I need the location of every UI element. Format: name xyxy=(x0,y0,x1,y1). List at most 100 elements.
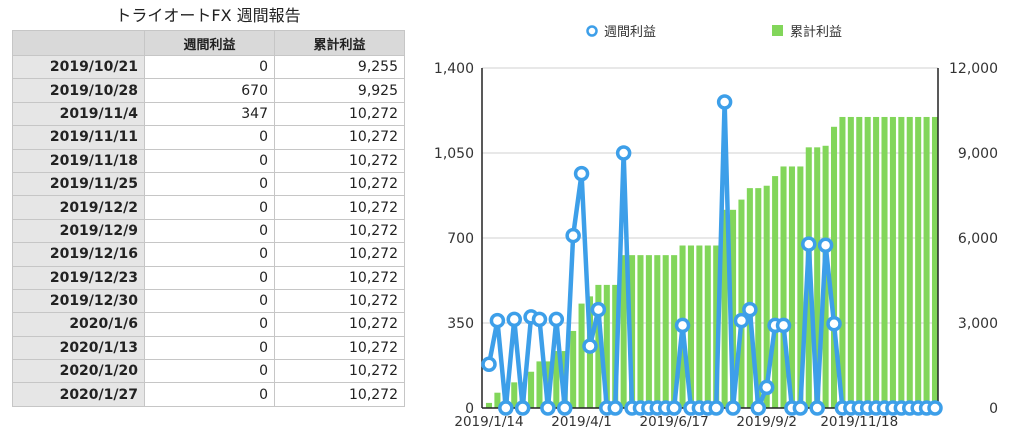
cell-weekly-profit: 347 xyxy=(144,101,275,127)
cumulative-bar xyxy=(923,116,930,409)
weekly-profit-point xyxy=(556,400,573,416)
cell-weekly-profit: 0 xyxy=(144,218,275,244)
cumulative-bar xyxy=(570,330,577,408)
cumulative-bar xyxy=(797,166,804,408)
cell-weekly-profit: 0 xyxy=(144,382,275,407)
x-axis-tick-label: 2019/11/18 xyxy=(820,414,898,430)
cumulative-bar xyxy=(629,255,636,408)
cumulative-bar xyxy=(721,209,728,408)
weekly-profit-point xyxy=(615,145,632,161)
cumulative-bar xyxy=(931,116,939,409)
row-date: 2019/10/28 xyxy=(12,78,145,103)
cumulative-bar xyxy=(839,116,846,409)
cumulative-bar xyxy=(772,176,779,408)
row-date: 2019/12/9 xyxy=(12,218,145,244)
cell-cumulative-profit: 10,272 xyxy=(274,218,405,244)
weekly-profit-point xyxy=(489,312,506,329)
cumulative-bar xyxy=(788,166,795,408)
weekly-profit-point xyxy=(716,94,733,110)
cumulative-bar xyxy=(645,255,652,408)
row-date: 2019/12/30 xyxy=(12,288,145,314)
table-row: 2019/11/11 0 10,272 xyxy=(12,125,405,150)
row-date: 2019/11/18 xyxy=(12,148,145,173)
weekly-profit-point xyxy=(750,400,767,416)
cell-weekly-profit: 0 xyxy=(144,242,275,267)
table-row: 2019/11/25 0 10,272 xyxy=(12,171,405,197)
cumulative-bar xyxy=(889,116,896,409)
table-row: 2019/12/9 0 10,272 xyxy=(12,218,405,244)
cell-cumulative-profit: 9,925 xyxy=(274,78,405,103)
cumulative-bar xyxy=(637,255,644,408)
cell-cumulative-profit: 10,272 xyxy=(274,242,405,267)
weekly-profit-point xyxy=(481,356,497,373)
row-date: 2019/11/11 xyxy=(12,125,145,150)
row-date: 2019/12/2 xyxy=(12,195,145,220)
cell-weekly-profit: 0 xyxy=(144,335,275,361)
cell-weekly-profit: 0 xyxy=(144,171,275,197)
row-date: 2019/10/21 xyxy=(12,54,145,80)
right-axis-tick-label: 0 xyxy=(989,401,998,417)
row-date: 2019/12/16 xyxy=(12,242,145,267)
weekly-profit-point xyxy=(582,338,598,354)
cumulative-bar xyxy=(898,116,905,409)
row-date: 2019/12/23 xyxy=(12,265,145,290)
header-weekly-profit: 週間利益 xyxy=(144,30,275,56)
right-axis-tick-label: 9,000 xyxy=(958,146,998,162)
weekly-profit-point xyxy=(607,400,623,416)
x-axis-tick-label: 2019/6/17 xyxy=(640,414,709,430)
row-date: 2020/1/6 xyxy=(12,312,145,337)
cumulative-bar xyxy=(847,116,854,409)
weekly-profit-point xyxy=(733,312,750,329)
cumulative-bar xyxy=(814,147,821,409)
cumulative-bar xyxy=(553,351,560,408)
cumulative-bar xyxy=(864,116,871,409)
cumulative-bar xyxy=(755,188,762,408)
row-date: 2020/1/13 xyxy=(12,335,145,361)
cumulative-bar xyxy=(763,185,770,408)
cumulative-bar xyxy=(873,116,880,409)
weekly-profit-point xyxy=(498,400,514,416)
weekly-profit-point xyxy=(725,400,741,416)
table-row: 2020/1/27 0 10,272 xyxy=(12,382,405,407)
weekly-report-table: 週間利益 累計利益 2019/10/21 0 9,255 2019/10/28 670 9… xyxy=(12,30,405,407)
cumulative-bar xyxy=(780,166,787,408)
legend-label-weekly: 週間利益 xyxy=(604,25,656,40)
table-row: 2019/11/18 0 10,272 xyxy=(12,148,405,173)
weekly-profit-point xyxy=(590,301,607,318)
weekly-profit-point xyxy=(801,236,817,252)
cumulative-bar xyxy=(671,255,678,408)
table-row: 2019/11/4 347 10,272 xyxy=(12,101,405,127)
table-header-row: 週間利益 累計利益 xyxy=(12,30,405,56)
legend-label-cumulative: 累計利益 xyxy=(790,24,842,40)
table-row: 2019/12/16 0 10,272 xyxy=(12,242,405,267)
left-axis-tick-label: 0 xyxy=(465,401,474,417)
cell-cumulative-profit: 10,272 xyxy=(274,195,405,220)
weekly-profit-point xyxy=(573,165,590,182)
weekly-profit-point xyxy=(514,400,531,416)
weekly-profit-point xyxy=(548,311,565,328)
cumulative-bar xyxy=(578,303,585,408)
cumulative-bar xyxy=(738,199,745,408)
legend-bar-swatch xyxy=(772,25,783,36)
cell-weekly-profit: 0 xyxy=(144,265,275,290)
cumulative-bar xyxy=(595,284,602,408)
cumulative-bar xyxy=(906,116,913,409)
left-axis-tick-label: 1,400 xyxy=(434,61,474,77)
cell-cumulative-profit: 10,272 xyxy=(274,288,405,314)
row-date: 2020/1/27 xyxy=(12,382,145,407)
x-axis-tick-label: 2019/9/2 xyxy=(736,414,797,430)
cell-weekly-profit: 0 xyxy=(144,288,275,314)
table-row: 2020/1/20 0 10,272 xyxy=(12,359,405,384)
right-axis-tick-label: 6,000 xyxy=(958,231,998,247)
weekly-profit-point xyxy=(792,400,809,416)
weekly-profit-point xyxy=(708,400,724,416)
cumulative-bar xyxy=(654,255,661,408)
cumulative-bar xyxy=(536,361,543,408)
table-row: 2020/1/13 0 10,272 xyxy=(12,335,405,361)
cumulative-bar xyxy=(662,255,669,408)
cumulative-bar xyxy=(687,245,694,408)
row-date: 2019/11/4 xyxy=(12,101,145,127)
cumulative-bar xyxy=(730,209,737,408)
table-row: 2019/10/28 670 9,925 xyxy=(12,78,405,103)
cell-cumulative-profit: 10,272 xyxy=(274,125,405,150)
